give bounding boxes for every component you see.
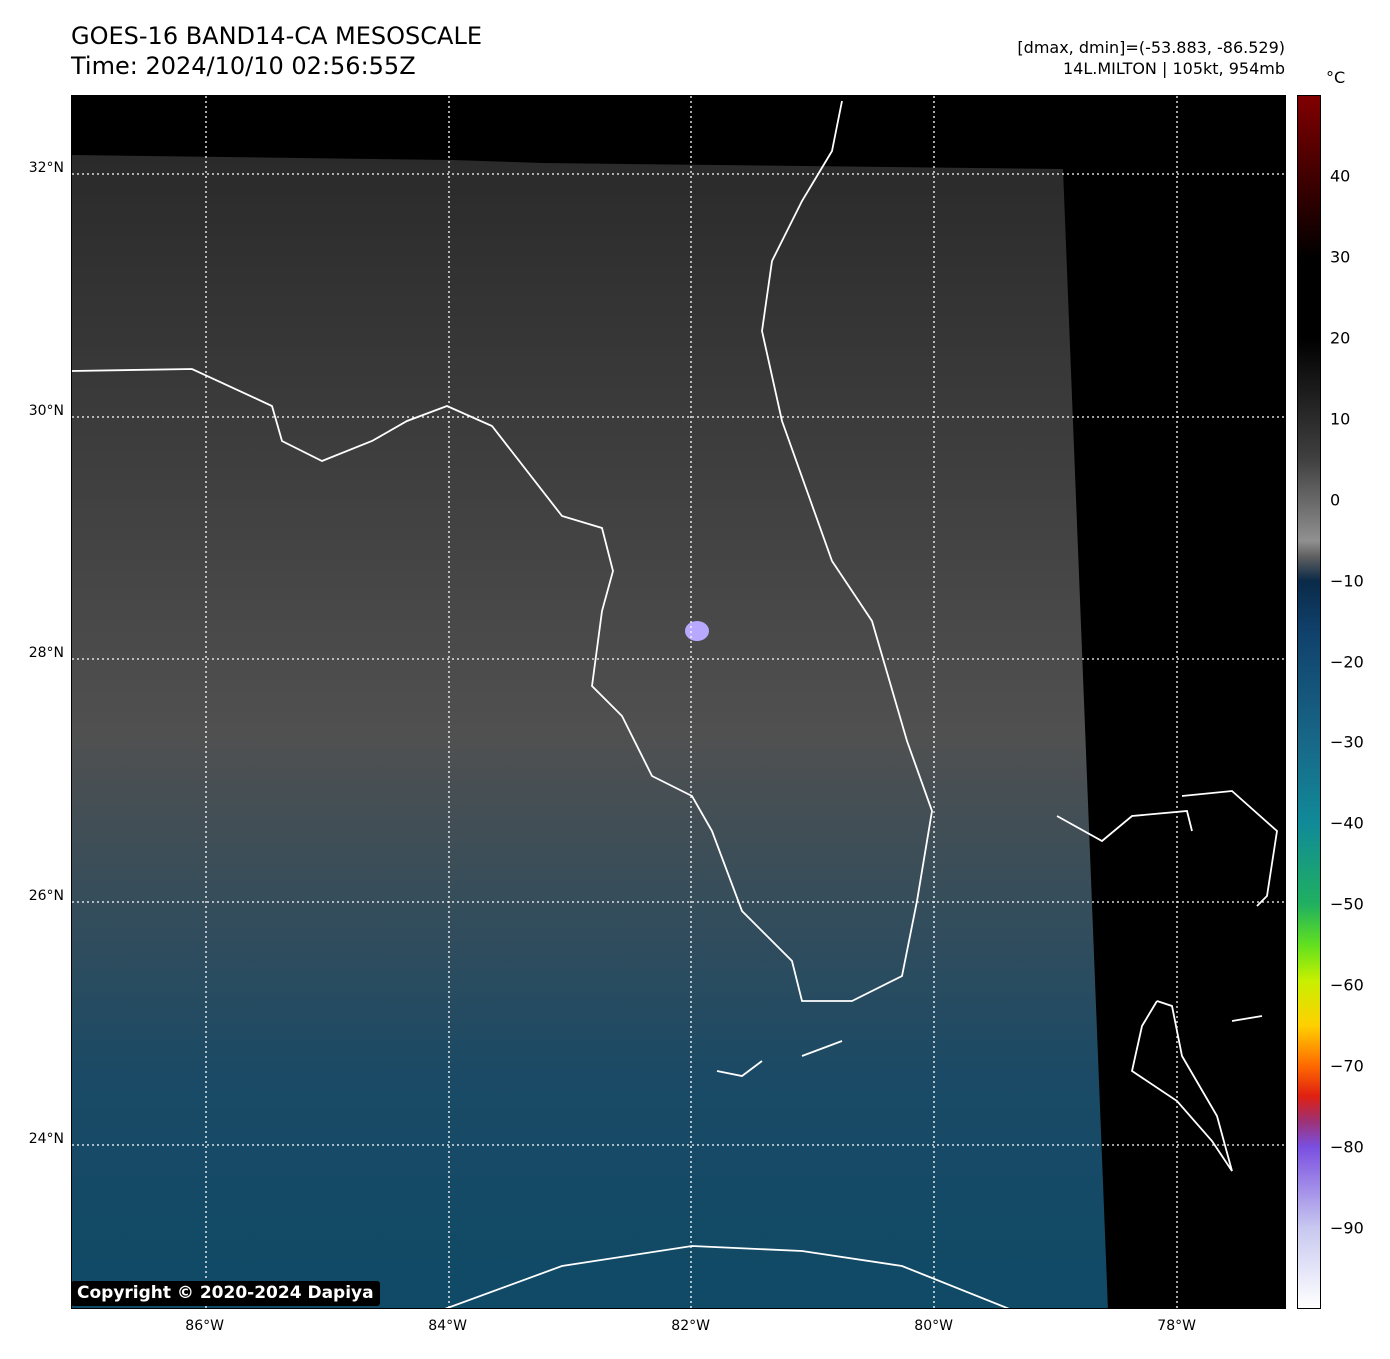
colorbar-tick-label: 20 <box>1330 328 1351 348</box>
map-canvas <box>72 96 1285 1308</box>
satellite-map <box>71 95 1286 1309</box>
colorbar-unit: °C <box>1326 68 1346 87</box>
coastlines <box>72 100 1278 1308</box>
latitude-tick-label: 30°N <box>28 402 64 419</box>
colorbar <box>1297 95 1321 1309</box>
data-extent-gray <box>72 155 1108 1308</box>
colorbar-tick-label: 0 <box>1330 490 1341 510</box>
colorbar-tick-label: 40 <box>1330 166 1351 186</box>
colorbar-tick-label: −90 <box>1330 1218 1364 1238</box>
latitude-tick-label: 26°N <box>28 888 64 905</box>
longitude-tick-label: 78°W <box>1157 1318 1196 1334</box>
longitude-tick-label: 86°W <box>185 1318 224 1334</box>
storm-info: 14L.MILTON | 105kt, 954mb <box>1062 59 1285 78</box>
longitude-tick-label: 82°W <box>671 1318 710 1334</box>
colorbar-tick-label: −10 <box>1330 571 1364 591</box>
longitude-tick-label: 80°W <box>914 1318 953 1334</box>
colorbar-tick-label: −60 <box>1330 975 1364 995</box>
colorbar-tick-label: −20 <box>1330 652 1364 672</box>
colorbar-tick-label: −40 <box>1330 813 1364 833</box>
colorbar-tick-label: −30 <box>1330 732 1364 752</box>
latitude-tick-label: 32°N <box>28 159 64 176</box>
colorbar-tick-label: 30 <box>1330 247 1351 267</box>
copyright-label: Copyright © 2020-2024 Dapiya <box>71 1281 380 1306</box>
data-range: [dmax, dmin]=(-53.883, -86.529) <box>1017 38 1285 57</box>
latitude-tick-label: 28°N <box>28 645 64 662</box>
colorbar-tick-label: −50 <box>1330 894 1364 914</box>
eye <box>685 621 709 641</box>
graticule <box>72 96 1285 1308</box>
colorbar-tick-label: 10 <box>1330 409 1351 429</box>
colorbar-tick-label: −80 <box>1330 1137 1364 1157</box>
valid-time: Time: 2024/10/10 02:56:55Z <box>71 52 416 80</box>
longitude-tick-label: 84°W <box>428 1318 467 1334</box>
latitude-tick-label: 24°N <box>28 1131 64 1148</box>
product-title: GOES-16 BAND14-CA MESOSCALE <box>71 22 482 50</box>
colorbar-tick-label: −70 <box>1330 1056 1364 1076</box>
